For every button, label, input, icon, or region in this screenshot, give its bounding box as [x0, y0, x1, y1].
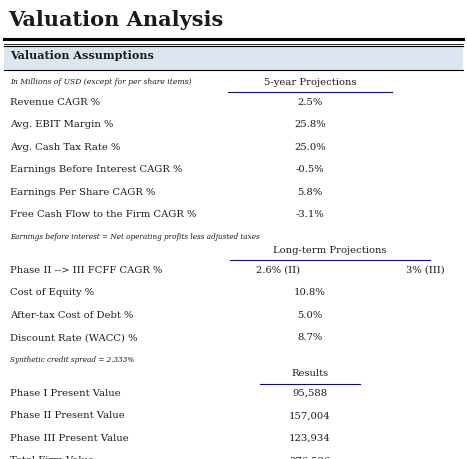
Text: Synthetic credit spread = 2.333%: Synthetic credit spread = 2.333%	[10, 355, 134, 363]
Text: Phase III Present Value: Phase III Present Value	[10, 433, 129, 442]
Text: Phase II --> III FCFF CAGR %: Phase II --> III FCFF CAGR %	[10, 265, 163, 274]
Text: -0.5%: -0.5%	[296, 165, 324, 174]
Text: Discount Rate (WACC) %: Discount Rate (WACC) %	[10, 333, 137, 342]
Bar	[4, 47, 463, 71]
Text: Total Firm Value: Total Firm Value	[10, 455, 94, 459]
Text: Avg. Cash Tax Rate %: Avg. Cash Tax Rate %	[10, 143, 120, 151]
Text: Free Cash Flow to the Firm CAGR %: Free Cash Flow to the Firm CAGR %	[10, 210, 197, 219]
Text: Results: Results	[291, 368, 329, 377]
Text: Long-term Projections: Long-term Projections	[273, 246, 387, 254]
Text: 10.8%: 10.8%	[294, 288, 326, 297]
Text: Cost of Equity %: Cost of Equity %	[10, 288, 94, 297]
Text: 3% (III): 3% (III)	[406, 265, 445, 274]
Text: 5.8%: 5.8%	[297, 188, 323, 196]
Text: 5-year Projections: 5-year Projections	[264, 78, 356, 87]
Text: 5.0%: 5.0%	[297, 310, 323, 319]
Text: 2.5%: 2.5%	[297, 98, 323, 107]
Text: In Millions of USD (except for per share items): In Millions of USD (except for per share…	[10, 78, 191, 86]
Text: Valuation Assumptions: Valuation Assumptions	[10, 50, 154, 62]
Text: 376,526: 376,526	[290, 455, 331, 459]
Text: 123,934: 123,934	[289, 433, 331, 442]
Text: Valuation Analysis: Valuation Analysis	[8, 10, 223, 30]
Text: 157,004: 157,004	[289, 411, 331, 420]
Text: -3.1%: -3.1%	[296, 210, 325, 219]
Text: Earnings Per Share CAGR %: Earnings Per Share CAGR %	[10, 188, 156, 196]
Text: Phase II Present Value: Phase II Present Value	[10, 411, 125, 420]
Text: 8.7%: 8.7%	[297, 333, 323, 342]
Text: Revenue CAGR %: Revenue CAGR %	[10, 98, 100, 107]
Text: 25.8%: 25.8%	[294, 120, 326, 129]
Text: 2.6% (II): 2.6% (II)	[256, 265, 300, 274]
Text: Earnings Before Interest CAGR %: Earnings Before Interest CAGR %	[10, 165, 183, 174]
Text: Avg. EBIT Margin %: Avg. EBIT Margin %	[10, 120, 113, 129]
Text: Phase I Present Value: Phase I Present Value	[10, 388, 121, 397]
Text: 95,588: 95,588	[292, 388, 327, 397]
Text: 25.0%: 25.0%	[294, 143, 326, 151]
Text: Earnings before interest = Net operating profits less adjusted taxes: Earnings before interest = Net operating…	[10, 233, 260, 241]
Text: After-tax Cost of Debt %: After-tax Cost of Debt %	[10, 310, 134, 319]
